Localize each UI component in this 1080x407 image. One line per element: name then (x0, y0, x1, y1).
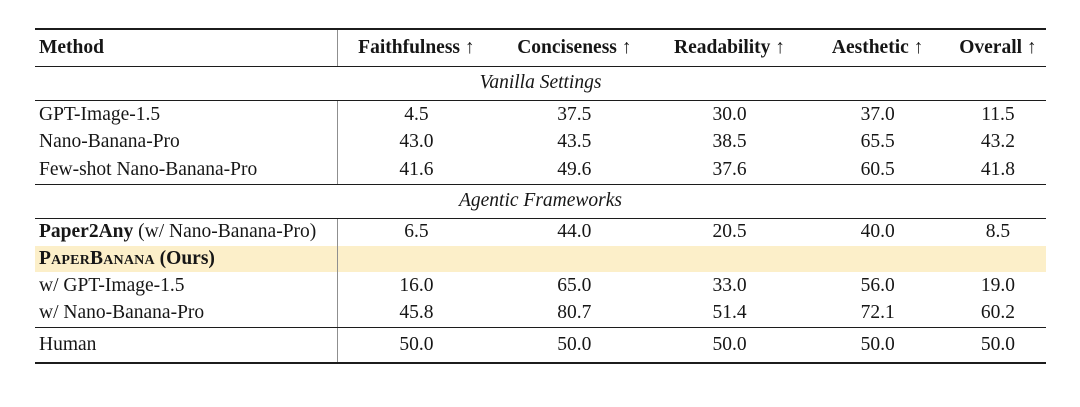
table-row-ours-gpt-image: w/ GPT-Image-1.5 16.0 65.0 33.0 56.0 19.… (35, 272, 1046, 300)
method-cell: GPT-Image-1.5 (39, 103, 161, 125)
table-row-paper2any: Paper2Any (w/ Nano-Banana-Pro) 6.5 44.0 … (35, 218, 1046, 246)
value-cell (949, 246, 1046, 272)
value-cell: 43.0 (336, 128, 495, 156)
value-cell: 50.0 (653, 327, 806, 364)
table-row-nano-banana: Nano-Banana-Pro 43.0 43.5 38.5 65.5 43.2 (35, 128, 1046, 156)
section-label: Vanilla Settings (35, 66, 1046, 101)
method-cell: Nano-Banana-Pro (39, 131, 180, 153)
method-cell: Human (35, 327, 338, 364)
value-cell: 4.5 (336, 100, 495, 129)
value-cell: 37.6 (653, 156, 806, 185)
value-cell: 11.5 (981, 103, 1015, 125)
method-name: PaperBanana (39, 247, 155, 269)
value-cell: 49.6 (495, 156, 654, 185)
value-cell: 72.1 (805, 299, 950, 328)
value-cell: 6.5 (336, 218, 495, 246)
section-agentic-frameworks: Agentic Frameworks (35, 184, 1046, 219)
value-cell: 50.0 (336, 327, 495, 364)
value-cell: 50.0 (495, 327, 654, 364)
value-cell: 19.0 (980, 274, 1016, 296)
value-cell: 20.5 (712, 221, 747, 243)
value-cell: 37.5 (557, 103, 592, 125)
table-row-ours-nano-banana: w/ Nano-Banana-Pro 45.8 80.7 51.4 72.1 6… (35, 299, 1046, 328)
value-cell: 44.0 (557, 221, 592, 243)
method-cell: w/ GPT-Image-1.5 (39, 274, 185, 296)
method-name: Paper2Any (39, 221, 134, 243)
value-cell: 33.0 (712, 274, 747, 296)
value-cell: 51.4 (653, 299, 806, 328)
table-row-gpt-image: GPT-Image-1.5 4.5 37.5 30.0 37.0 11.5 (35, 100, 1046, 129)
method-suffix: (w/ Nano-Banana-Pro) (133, 221, 317, 243)
method-cell: PaperBanana (Ours) (35, 246, 338, 272)
value-cell: 30.0 (712, 103, 747, 125)
value-cell: 80.7 (495, 299, 654, 328)
value-cell: 50.0 (949, 327, 1046, 364)
method-cell: Few-shot Nano-Banana-Pro (35, 156, 338, 185)
col-header-conciseness: Conciseness ↑ (495, 28, 654, 67)
value-cell: 65.5 (860, 131, 895, 153)
value-cell: 45.8 (336, 299, 495, 328)
section-vanilla-settings: Vanilla Settings (35, 66, 1046, 101)
value-cell: 50.0 (805, 327, 950, 364)
value-cell: 40.0 (860, 221, 895, 243)
value-cell: 8.5 (985, 221, 1011, 243)
value-cell (495, 246, 654, 272)
section-label: Agentic Frameworks (35, 184, 1046, 219)
value-cell: 16.0 (336, 272, 495, 300)
results-table: Method Faithfulness ↑ Conciseness ↑ Read… (35, 28, 1046, 364)
header-row: Method Faithfulness ↑ Conciseness ↑ Read… (35, 28, 1046, 67)
col-header-readability: Readability ↑ (653, 28, 806, 67)
value-cell: 65.0 (557, 274, 592, 296)
col-header-faithfulness: Faithfulness ↑ (336, 28, 495, 67)
value-cell (653, 246, 806, 272)
value-cell: 43.2 (980, 131, 1016, 153)
value-cell (336, 246, 495, 272)
col-header-aesthetic: Aesthetic ↑ (805, 28, 950, 67)
col-header-method: Method (35, 28, 338, 67)
table-row-fewshot-nano-banana: Few-shot Nano-Banana-Pro 41.6 49.6 37.6 … (35, 156, 1046, 185)
value-cell: 37.0 (860, 103, 895, 125)
value-cell: 41.8 (949, 156, 1046, 185)
col-header-overall: Overall ↑ (949, 28, 1046, 67)
value-cell: 43.5 (557, 131, 592, 153)
table-row-human: Human 50.0 50.0 50.0 50.0 50.0 (35, 327, 1046, 364)
table-row-paperbanana-ours: PaperBanana (Ours) (35, 246, 1046, 272)
value-cell (805, 246, 950, 272)
value-cell: 38.5 (712, 131, 747, 153)
method-cell: w/ Nano-Banana-Pro (35, 299, 338, 328)
value-cell: 41.6 (336, 156, 495, 185)
value-cell: 56.0 (860, 274, 895, 296)
method-cell: Paper2Any (w/ Nano-Banana-Pro) (35, 218, 337, 246)
value-cell: 60.2 (949, 299, 1046, 328)
method-suffix: (Ours) (154, 247, 215, 269)
value-cell: 60.5 (805, 156, 950, 185)
